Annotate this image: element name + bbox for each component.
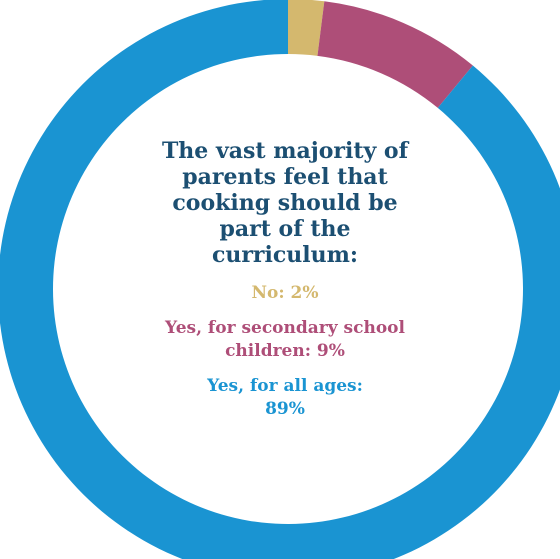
label-secondary: Yes, for secondary school children: 9%	[165, 318, 405, 361]
chart-title: The vast majority of parents feel that c…	[161, 138, 409, 268]
center-label: The vast majority of parents feel that c…	[110, 138, 460, 433]
slice-secondary	[317, 1, 473, 108]
label-no: No: 2%	[251, 283, 319, 303]
slice-no	[288, 0, 325, 56]
label-all-ages: Yes, for all ages: 89%	[207, 376, 363, 419]
